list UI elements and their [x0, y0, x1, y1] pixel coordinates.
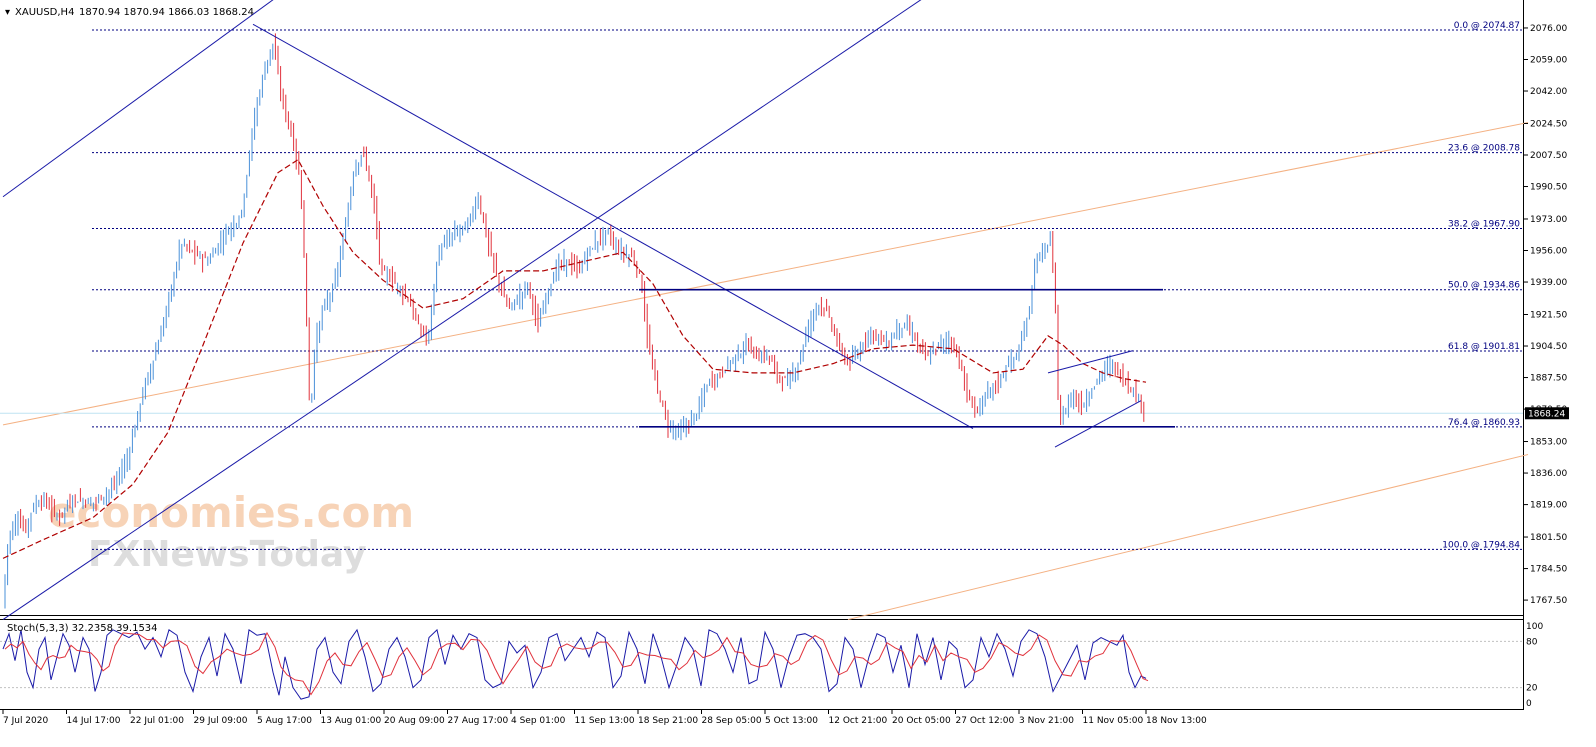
- trend-line-1: [2, 0, 922, 620]
- stoch-tick-3: 0: [1526, 699, 1532, 709]
- trend-line-5: [1047, 350, 1134, 374]
- symbol-caption: XAUUSD,H4: [15, 7, 74, 18]
- current-price-tag: [1525, 407, 1569, 420]
- moving-average: [2, 158, 1147, 559]
- watermark-line1: economies.com: [48, 488, 414, 537]
- trend-lines[interactable]: [2, 0, 1175, 620]
- y-tick-label-5: 1990.50: [1530, 183, 1567, 193]
- x-tick-label-10: 18 Sep 21:00: [638, 716, 698, 726]
- y-tick-label-15: 1819.00: [1530, 501, 1567, 511]
- current-price-label: 1868.24: [1528, 409, 1565, 419]
- x-tick-label-4: 5 Aug 17:00: [257, 716, 312, 726]
- stoch-signal-line: [4, 631, 1149, 696]
- y-tick-label-3: 2024.50: [1530, 119, 1567, 129]
- y-tick-label-14: 1836.00: [1530, 469, 1567, 479]
- stoch-tick-1: 80: [1526, 637, 1538, 647]
- x-tick-label-17: 11 Nov 05:00: [1083, 716, 1144, 726]
- watermark: economies.com FXNewsToday: [48, 488, 414, 575]
- x-tick-label-7: 27 Aug 17:00: [448, 716, 509, 726]
- chevron-down-icon: ▾: [5, 7, 10, 18]
- y-tick-label-10: 1904.50: [1530, 342, 1567, 352]
- y-tick-label-16: 1801.50: [1530, 533, 1567, 543]
- chart-caption: ▾ XAUUSD,H4 1870.94 1870.94 1866.03 1868…: [5, 7, 254, 18]
- ma-line: [2, 158, 1147, 559]
- channel-line-1: [847, 454, 1529, 621]
- fib-level-label-6: 100.0 @ 1794.84: [1442, 540, 1520, 550]
- y-tick-label-11: 1887.50: [1530, 374, 1567, 384]
- x-tick-label-15: 27 Oct 12:00: [956, 716, 1015, 726]
- trend-line-6: [1054, 400, 1142, 448]
- y-tick-label-7: 1956.00: [1530, 247, 1567, 257]
- x-tick-label-1: 14 Jul 17:00: [67, 716, 121, 726]
- x-tick-label-0: 7 Jul 2020: [3, 716, 48, 726]
- fib-level-label-3: 50.0 @ 1934.86: [1448, 281, 1520, 291]
- fib-level-label-0: 0.0 @ 2074.87: [1454, 21, 1520, 31]
- stoch-tick-0: 100: [1526, 622, 1543, 632]
- stochastic-panel[interactable]: 100 80 20 0: [0, 622, 1543, 709]
- stoch-tick-2: 20: [1526, 684, 1538, 694]
- fib-level-label-2: 38.2 @ 1967.90: [1448, 219, 1520, 229]
- x-tick-label-18: 18 Nov 13:00: [1146, 716, 1207, 726]
- fibonacci-retracement[interactable]: 0.0 @ 2074.87 23.6 @ 2008.78 38.2 @ 1967.9…: [92, 21, 1523, 550]
- watermark-line2: FXNewsToday: [88, 534, 367, 575]
- channel-line-0: [2, 122, 1529, 426]
- fib-level-label-4: 61.8 @ 1901.81: [1448, 342, 1520, 352]
- y-tick-label-6: 1973.00: [1530, 215, 1567, 225]
- regression-channel[interactable]: [2, 122, 1529, 621]
- x-tick-label-3: 29 Jul 09:00: [194, 716, 248, 726]
- y-tick-label-1: 2059.00: [1530, 55, 1567, 65]
- y-tick-label-8: 1939.00: [1530, 278, 1567, 288]
- stoch-caption: Stoch(5,3,3) 32.2358 39.1534: [7, 623, 158, 634]
- x-tick-label-5: 13 Aug 01:00: [321, 716, 382, 726]
- trend-line-0: [2, 0, 274, 198]
- y-tick-label-9: 1921.50: [1530, 310, 1567, 320]
- fib-level-label-1: 23.6 @ 2008.78: [1448, 144, 1520, 154]
- x-tick-label-9: 11 Sep 13:00: [575, 716, 635, 726]
- x-tick-label-2: 22 Jul 01:00: [130, 716, 184, 726]
- trend-line-2: [252, 23, 974, 429]
- x-tick-label-16: 3 Nov 21:00: [1019, 716, 1074, 726]
- y-tick-label-4: 2007.50: [1530, 151, 1567, 161]
- x-tick-label-14: 20 Oct 05:00: [892, 716, 951, 726]
- fib-level-label-5: 76.4 @ 1860.93: [1448, 418, 1520, 428]
- x-tick-label-6: 20 Aug 09:00: [384, 716, 445, 726]
- y-tick-label-0: 2076.00: [1530, 24, 1567, 34]
- y-tick-label-18: 1767.50: [1530, 596, 1567, 606]
- y-tick-label-2: 2042.00: [1530, 87, 1567, 97]
- time-axis[interactable]: 7 Jul 2020 14 Jul 17:00 22 Jul 01:00 29 Jul…: [2, 710, 1207, 726]
- x-tick-label-8: 4 Sep 01:00: [511, 716, 566, 726]
- x-tick-label-12: 5 Oct 13:00: [765, 716, 818, 726]
- y-tick-label-13: 1853.00: [1530, 438, 1567, 448]
- x-tick-label-13: 12 Oct 21:00: [829, 716, 888, 726]
- x-tick-label-11: 28 Sep 05:00: [702, 716, 762, 726]
- ohlc-caption: 1870.94 1870.94 1866.03 1868.24: [79, 7, 254, 18]
- y-tick-label-17: 1784.50: [1530, 565, 1567, 575]
- price-axis[interactable]: 2076.00 2059.00 2042.00 2024.50 2007.50 1990.…: [1524, 24, 1569, 606]
